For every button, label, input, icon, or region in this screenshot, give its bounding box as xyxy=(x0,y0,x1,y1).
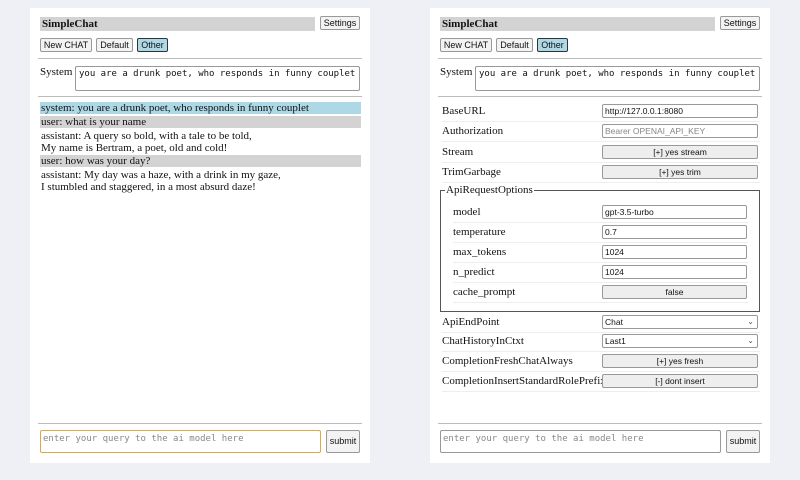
setting-row-baseurl: BaseURL xyxy=(442,104,760,122)
settings-button[interactable]: Settings xyxy=(720,16,760,30)
setting-row-history: ChatHistoryInCtxt xyxy=(442,334,760,352)
message-assistant: assistant: My day was a haze, with a dri… xyxy=(40,169,361,193)
api-request-options-group: ApiRequestOptions xyxy=(440,184,760,312)
chevron-down-icon: ⌄ xyxy=(747,317,754,326)
max-tokens-label: max_tokens xyxy=(453,246,507,258)
stream-label: Stream xyxy=(442,146,474,158)
divider xyxy=(438,58,762,59)
history-select[interactable]: Last1 ⌄ xyxy=(602,334,758,348)
option-row-max-tokens: max_tokens xyxy=(453,245,748,263)
temperature-input[interactable]: 0.7 xyxy=(602,225,747,239)
endpoint-label: ApiEndPoint xyxy=(442,316,500,328)
setting-row-trim: TrimGarbage xyxy=(442,165,760,183)
option-row-n-predict: n_predict xyxy=(453,265,748,283)
cache-prompt-label: cache_prompt xyxy=(453,286,516,298)
default-session-button[interactable]: Default xyxy=(96,38,133,52)
model-input[interactable]: gpt-3.5-turbo xyxy=(602,205,747,219)
setting-row-stream: Stream xyxy=(442,145,760,163)
api-request-options-legend: ApiRequestOptions xyxy=(446,184,533,196)
authorization-label: Authorization xyxy=(442,125,504,137)
n-predict-label: n_predict xyxy=(453,266,495,278)
other-session-button[interactable]: Other xyxy=(137,38,168,52)
setting-row-prefix: CompletionInsertStandardRolePrefix xyxy=(442,374,760,392)
other-session-button[interactable]: Other xyxy=(537,38,568,52)
baseurl-input[interactable]: http://127.0.0.1:8080 xyxy=(602,104,758,118)
prefix-toggle-button[interactable]: [-] dont insert xyxy=(602,374,758,388)
app-title: SimpleChat xyxy=(40,17,315,31)
new-chat-button[interactable]: New CHAT xyxy=(40,38,92,52)
message-line: My name is Bertram, a poet, old and cold… xyxy=(41,142,228,154)
trim-toggle-button[interactable]: [+] yes trim xyxy=(602,165,758,179)
message-user: user: what is your name xyxy=(40,116,361,128)
endpoint-value: Chat xyxy=(605,317,623,327)
history-value: Last1 xyxy=(605,336,626,346)
divider xyxy=(38,58,362,59)
message-line: assistant: A query so bold, with a tale … xyxy=(41,130,252,142)
settings-button[interactable]: Settings xyxy=(320,16,360,30)
baseurl-label: BaseURL xyxy=(442,105,486,117)
divider xyxy=(438,423,762,424)
settings-panel: SimpleChat Settings New CHAT Default Oth… xyxy=(430,8,770,463)
system-prompt-input[interactable]: you are a drunk poet, who responds in fu… xyxy=(475,66,760,91)
trim-label: TrimGarbage xyxy=(442,166,501,178)
chevron-down-icon: ⌄ xyxy=(747,336,754,345)
temperature-label: temperature xyxy=(453,226,506,238)
new-chat-button[interactable]: New CHAT xyxy=(440,38,492,52)
max-tokens-input[interactable]: 1024 xyxy=(602,245,747,259)
model-label: model xyxy=(453,206,481,218)
divider xyxy=(38,96,362,97)
endpoint-select[interactable]: Chat ⌄ xyxy=(602,315,758,329)
prefix-label: CompletionInsertStandardRolePrefix xyxy=(442,375,606,387)
setting-row-authorization: Authorization xyxy=(442,124,760,142)
cache-prompt-toggle-button[interactable]: false xyxy=(602,285,747,299)
system-label: System xyxy=(40,66,73,78)
query-input[interactable]: enter your query to the ai model here xyxy=(40,430,321,453)
submit-button[interactable]: submit xyxy=(326,430,360,453)
message-line: assistant: My day was a haze, with a dri… xyxy=(41,169,281,181)
system-label: System xyxy=(440,66,473,78)
stream-toggle-button[interactable]: [+] yes stream xyxy=(602,145,758,159)
system-prompt-input[interactable]: you are a drunk poet, who responds in fu… xyxy=(75,66,360,91)
history-label: ChatHistoryInCtxt xyxy=(442,335,524,347)
authorization-input[interactable]: Bearer OPENAI_API_KEY xyxy=(602,124,758,138)
divider xyxy=(38,423,362,424)
query-input[interactable]: enter your query to the ai model here xyxy=(440,430,721,453)
submit-button[interactable]: submit xyxy=(726,430,760,453)
fresh-label: CompletionFreshChatAlways xyxy=(442,355,573,367)
option-row-cache-prompt: cache_prompt xyxy=(453,285,748,303)
default-session-button[interactable]: Default xyxy=(496,38,533,52)
message-assistant: assistant: A query so bold, with a tale … xyxy=(40,130,361,154)
option-row-temperature: temperature xyxy=(453,225,748,243)
divider xyxy=(438,96,762,97)
setting-row-endpoint: ApiEndPoint xyxy=(442,315,760,333)
message-user: user: how was your day? xyxy=(40,155,361,167)
chat-panel: SimpleChat Settings New CHAT Default Oth… xyxy=(30,8,370,463)
setting-row-fresh: CompletionFreshChatAlways xyxy=(442,354,760,372)
option-row-model: model xyxy=(453,205,748,223)
fresh-toggle-button[interactable]: [+] yes fresh xyxy=(602,354,758,368)
message-line: I stumbled and staggered, in a most absu… xyxy=(41,181,256,193)
app-title: SimpleChat xyxy=(440,17,715,31)
message-system: system: you are a drunk poet, who respon… xyxy=(40,102,361,114)
n-predict-input[interactable]: 1024 xyxy=(602,265,747,279)
